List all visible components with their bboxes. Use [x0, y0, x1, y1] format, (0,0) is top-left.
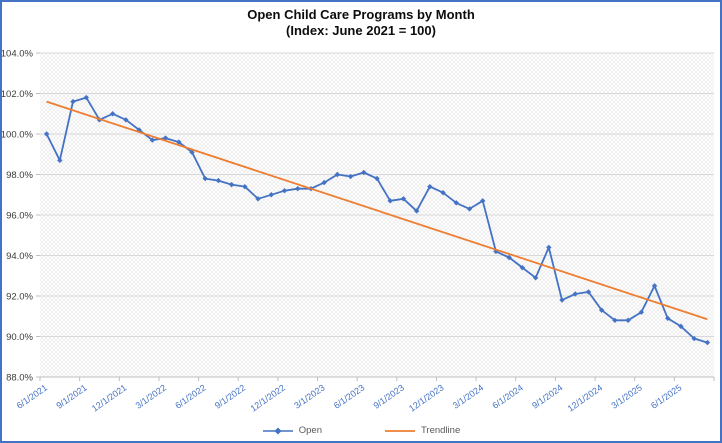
x-tick-label: 6/1/2023	[332, 382, 366, 410]
data-point-marker	[202, 175, 208, 182]
data-point-marker	[215, 177, 222, 184]
chart-subtitle: (Index: June 2021 = 100)	[286, 23, 436, 38]
chart-legend: Open Trendline	[2, 425, 720, 436]
data-point-marker	[334, 171, 341, 178]
data-point-marker	[295, 185, 301, 192]
y-tick-label: 92.0%	[6, 292, 33, 303]
trendline-swatch-icon	[384, 429, 415, 432]
data-point-marker	[625, 317, 631, 323]
data-point-marker	[268, 192, 274, 198]
y-tick-label: 94.0%	[6, 251, 33, 262]
y-tick-label: 102.0%	[2, 89, 34, 100]
data-point-marker	[149, 137, 156, 143]
y-tick-label: 90.0%	[6, 332, 33, 343]
legend-item-open[interactable]: Open	[262, 425, 322, 436]
data-point-marker	[321, 179, 327, 186]
y-tick-label: 96.0%	[6, 211, 33, 222]
data-point-marker	[387, 198, 393, 204]
data-point-marker	[400, 196, 407, 202]
data-point-marker	[43, 131, 50, 137]
x-tick-label: 12/1/2024	[566, 382, 605, 413]
data-point-marker	[109, 111, 116, 117]
data-point-marker	[361, 169, 367, 176]
data-point-marker	[546, 244, 552, 251]
data-point-marker	[612, 317, 618, 323]
x-tick-label: 3/1/2024	[451, 382, 485, 410]
x-tick-label: 9/1/2022	[213, 382, 247, 410]
data-point-marker	[347, 173, 354, 180]
data-point-marker	[651, 283, 658, 289]
x-tick-label: 12/1/2023	[407, 382, 446, 413]
legend-label-open: Open	[298, 425, 322, 436]
data-point-marker	[453, 200, 459, 206]
trendline	[46, 100, 708, 321]
data-point-marker	[638, 309, 645, 315]
data-point-marker	[665, 315, 671, 321]
x-tick-label: 3/1/2022	[134, 382, 168, 410]
data-point-marker	[413, 208, 420, 214]
x-tick-label: 3/1/2025	[609, 382, 643, 410]
x-tick-label: 6/1/2021	[15, 382, 49, 410]
x-tick-label: 12/1/2021	[90, 382, 129, 413]
data-point-marker	[281, 188, 288, 194]
data-point-marker	[57, 157, 63, 164]
data-point-marker	[559, 297, 565, 303]
y-tick-label: 88.0%	[6, 373, 33, 384]
data-point-marker	[228, 181, 235, 188]
data-point-marker	[678, 323, 684, 330]
data-point-marker	[440, 190, 446, 196]
data-point-marker	[242, 183, 248, 190]
data-point-marker	[704, 339, 711, 346]
data-point-marker	[480, 198, 486, 204]
data-point-marker	[598, 307, 605, 313]
data-point-marker	[466, 206, 473, 212]
data-point-marker	[70, 98, 76, 105]
x-tick-label: 9/1/2023	[372, 382, 406, 410]
data-point-marker	[374, 175, 380, 182]
open-series-swatch-icon	[262, 427, 293, 434]
data-point-marker	[255, 196, 261, 202]
x-tick-label: 3/1/2023	[292, 382, 326, 410]
data-point-marker	[572, 291, 578, 297]
y-tick-label: 104.0%	[2, 49, 34, 60]
x-tick-label: 12/1/2022	[248, 382, 287, 413]
legend-item-trendline[interactable]: Trendline	[384, 425, 460, 436]
x-tick-label: 9/1/2021	[54, 382, 88, 410]
data-point-marker	[519, 264, 526, 271]
data-point-marker	[427, 183, 433, 190]
data-point-marker	[691, 335, 697, 342]
data-point-marker	[176, 139, 182, 145]
x-tick-label: 9/1/2024	[530, 382, 564, 410]
data-point-marker	[83, 94, 89, 101]
chart-title: Open Child Care Programs by Month	[247, 7, 475, 22]
x-tick-label: 6/1/2024	[490, 382, 524, 410]
data-point-marker	[585, 289, 592, 295]
chart-title-block: Open Child Care Programs by Month (Index…	[2, 7, 720, 39]
x-tick-label: 6/1/2025	[649, 382, 683, 410]
data-point-marker	[532, 275, 539, 281]
y-tick-label: 100.0%	[2, 130, 34, 141]
x-tick-label: 6/1/2022	[173, 382, 207, 410]
y-tick-label: 98.0%	[6, 170, 33, 181]
legend-label-trendline: Trendline	[420, 425, 461, 436]
data-point-marker	[123, 117, 129, 123]
